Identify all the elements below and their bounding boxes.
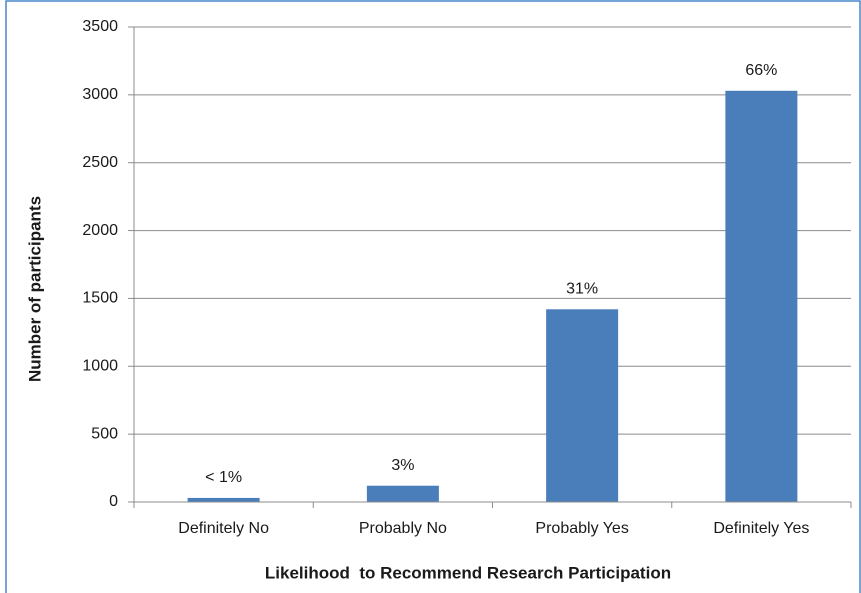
y-tick-label: 1500 <box>82 290 118 307</box>
x-tick-label: Probably Yes <box>535 520 628 537</box>
y-tick-label: 500 <box>91 425 118 442</box>
x-axis-label: Likelihood to Recommend Research Partici… <box>265 563 671 582</box>
y-tick-label: 0 <box>109 493 118 510</box>
x-tick-label: Definitely Yes <box>713 520 809 537</box>
percent-label: 66% <box>745 62 777 79</box>
bar <box>187 497 260 502</box>
frame <box>5 0 861 593</box>
x-tick-label: Definitely No <box>178 520 269 537</box>
percent-label: 3% <box>391 457 414 474</box>
y-tick-label: 2000 <box>82 222 118 239</box>
y-axis-label: Number of participants <box>25 196 44 382</box>
bar <box>366 485 439 502</box>
y-tick-label: 2500 <box>82 154 118 171</box>
y-tick-label: 3000 <box>82 86 118 103</box>
bar <box>546 309 619 502</box>
x-tick-label: Probably No <box>359 520 447 537</box>
bar <box>725 90 798 503</box>
percent-label: 31% <box>566 281 598 298</box>
percent-label: < 1% <box>205 469 242 486</box>
y-tick-label: 1000 <box>82 358 118 375</box>
y-tick-label: 3500 <box>82 18 118 35</box>
